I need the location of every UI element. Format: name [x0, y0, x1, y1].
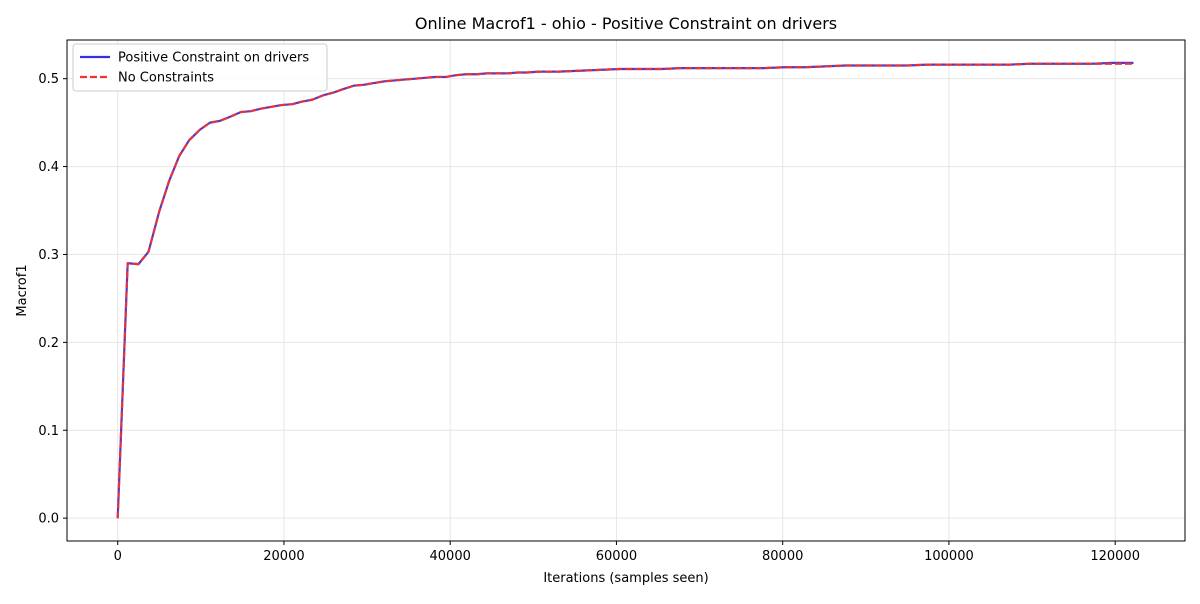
legend-label: Positive Constraint on drivers	[118, 51, 309, 66]
x-tick-label: 40000	[430, 549, 471, 564]
x-axis-label: Iterations (samples seen)	[543, 571, 708, 586]
legend: Positive Constraint on drivers No Constra…	[72, 43, 328, 92]
y-tick-label: 0.5	[38, 72, 59, 87]
tick-layer: 0 20000 40000 60000 80000 100000 120000 0.0 0.1 0…	[38, 72, 1140, 564]
chart-title: Online Macrof1 - ohio - Positive Constra…	[415, 14, 837, 33]
plot-frame	[66, 39, 1186, 542]
y-tick-label: 0.3	[38, 248, 59, 263]
series-layer	[116, 61, 1134, 519]
grid-layer	[67, 40, 1185, 541]
legend-box	[72, 43, 328, 92]
x-tick-label: 20000	[263, 549, 304, 564]
x-tick-label: 60000	[596, 549, 637, 564]
y-tick-label: 0.1	[38, 424, 59, 439]
x-tick-label: 120000	[1090, 549, 1140, 564]
x-tick-label: 80000	[762, 549, 803, 564]
y-tick-label: 0.2	[38, 336, 59, 351]
y-axis-label: Macrof1	[15, 264, 30, 316]
x-tick-label: 0	[114, 549, 122, 564]
series-line-no-constraints	[116, 62, 1134, 519]
y-tick-label: 0.0	[38, 512, 59, 527]
y-tick-label: 0.4	[38, 160, 59, 175]
legend-label: No Constraints	[118, 71, 214, 86]
x-tick-label: 100000	[924, 549, 974, 564]
